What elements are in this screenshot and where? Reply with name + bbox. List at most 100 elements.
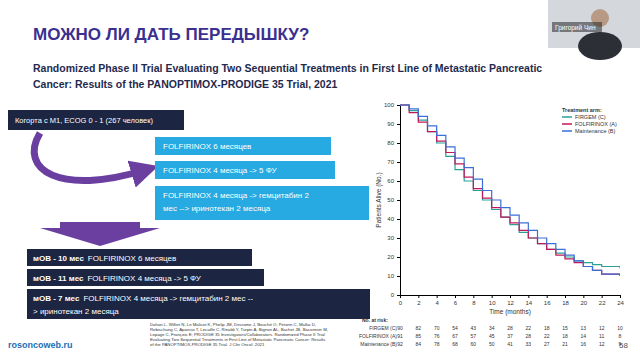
y-tick-label: 80: [387, 140, 394, 146]
risk-value: 22: [544, 333, 550, 339]
risk-value: 85: [416, 333, 422, 339]
x-tick-label: 0: [399, 300, 403, 306]
presenter-name: Григорий Чин: [555, 24, 596, 32]
x-tick-mark: [437, 295, 438, 298]
x-tick: 2: [417, 295, 421, 306]
cohort-box: [8, 110, 184, 130]
risk-value: 54: [452, 325, 458, 331]
subtitle: Randomized Phase II Trial Evaluating Two…: [33, 62, 542, 74]
y-tick-label: 70: [387, 159, 394, 165]
x-tick: 0: [399, 295, 403, 306]
risk-row-label: FOLFIRINOX (A): [359, 333, 397, 339]
result-line: FOLFIRINOX 4 месяца -> гемцитабин 2 мес …: [83, 294, 253, 303]
arm-text: FOLFIRINOX 4 месяца -> гемцитабин 2: [163, 191, 309, 200]
title: МОЖНО ЛИ ДАТЬ ПЕРЕДЫШКУ?: [33, 25, 309, 44]
legend-swatch: [562, 130, 572, 132]
chart: 0102030405060708090100024681012141618202…: [359, 102, 625, 347]
result-box: [27, 269, 264, 286]
risk-value: 82: [416, 325, 422, 331]
y-tick: 80: [387, 140, 400, 146]
y-tick-mark: [397, 124, 400, 125]
risk-value: 8: [619, 333, 622, 339]
risk-value: 22: [526, 325, 532, 331]
risk-value: 84: [416, 341, 422, 347]
risk-value: 57: [471, 333, 477, 339]
x-tick-mark: [583, 295, 584, 298]
risk-value: 10: [617, 325, 623, 331]
risk-value: 33: [526, 341, 532, 347]
slide: МОЖНО ЛИ ДАТЬ ПЕРЕДЫШКУ? Randomized Phase…: [0, 0, 640, 360]
legend-entry: Maintenance (B): [575, 128, 616, 134]
risk-value: 9: [619, 341, 622, 347]
risk-value: 50: [489, 341, 495, 347]
y-tick-label: 10: [387, 273, 394, 279]
legend-swatch: [562, 123, 572, 125]
arm-text: мес --> иринотекан 2 месяца: [163, 204, 271, 213]
risk-value: 18: [544, 325, 550, 331]
x-tick: 22: [599, 295, 606, 306]
legend: Treatment arm:FIRGEM (C)FOLFIRINOX (A)Ma…: [562, 107, 617, 134]
result-bold: мОВ - 10 мес: [33, 254, 84, 263]
x-tick: 16: [544, 295, 551, 306]
risk-value: 12: [599, 325, 605, 331]
x-tick: 18: [562, 295, 569, 306]
y-tick-mark: [397, 143, 400, 144]
risk-value: 41: [507, 341, 513, 347]
y-tick-label: 40: [387, 216, 394, 222]
risk-value: 92: [397, 341, 403, 347]
result-line: > иринотекан 2 месяца: [33, 307, 119, 316]
y-axis-title: Patients Alive (No.): [375, 172, 383, 227]
risk-value: 70: [434, 325, 440, 331]
risk-value: 28: [507, 325, 513, 331]
y-axis: 0102030405060708090100: [384, 102, 401, 298]
x-tick-mark: [473, 295, 474, 298]
y-tick-mark: [397, 181, 400, 182]
x-axis-title: Time (months): [489, 308, 531, 316]
y-tick-label: 100: [384, 102, 395, 108]
x-axis-line: [401, 296, 621, 299]
x-tick-label: 22: [599, 300, 606, 306]
x-tick-label: 12: [507, 300, 514, 306]
arm-box: [155, 186, 369, 220]
x-tick-mark: [602, 295, 603, 298]
x-tick-mark: [620, 295, 621, 298]
down-arrow: [40, 222, 160, 246]
y-tick: 10: [387, 273, 400, 279]
x-tick: 24: [617, 295, 624, 306]
risk-value: 43: [471, 325, 477, 331]
presenter-body: [578, 32, 622, 60]
km-curve: [400, 105, 620, 276]
plot-area: [400, 105, 620, 276]
x-tick-label: 6: [454, 300, 458, 306]
y-tick: 100: [384, 102, 400, 108]
x-tick-mark: [492, 295, 493, 298]
x-tick: 14: [525, 295, 532, 306]
risk-value: 34: [489, 325, 495, 331]
risk-value: 67: [452, 333, 458, 339]
x-tick-label: 14: [525, 300, 532, 306]
y-tick-label: 30: [387, 235, 394, 241]
y-tick-label: 60: [387, 178, 394, 184]
risk-value: 60: [471, 341, 477, 347]
legend-title: Treatment arm:: [562, 107, 602, 113]
risk-value: 11: [599, 333, 604, 339]
risk-table: No. at risk:FIRGEM (C)908270544334282218…: [359, 317, 623, 347]
y-tick-mark: [397, 257, 400, 258]
y-axis-line: [397, 106, 401, 296]
x-tick: 4: [435, 295, 439, 306]
risk-value: 14: [581, 333, 587, 339]
y-tick: 60: [387, 178, 400, 184]
background: [0, 0, 640, 360]
y-tick: 40: [387, 216, 400, 222]
risk-value: 78: [434, 341, 440, 347]
result-line: FOLFIRINOX 6 месяцев: [88, 254, 176, 263]
risk-value: 37: [507, 333, 513, 339]
curved-arrow: [34, 133, 145, 181]
x-tick-label: 4: [435, 300, 439, 306]
risk-title: No. at risk:: [362, 317, 388, 323]
x-tick-label: 10: [489, 300, 496, 306]
risk-value: 28: [526, 333, 532, 339]
y-tick-mark: [397, 238, 400, 239]
page: МОЖНО ЛИ ДАТЬ ПЕРЕДЫШКУ? Randomized Phase…: [0, 0, 640, 360]
y-tick-mark: [397, 219, 400, 220]
